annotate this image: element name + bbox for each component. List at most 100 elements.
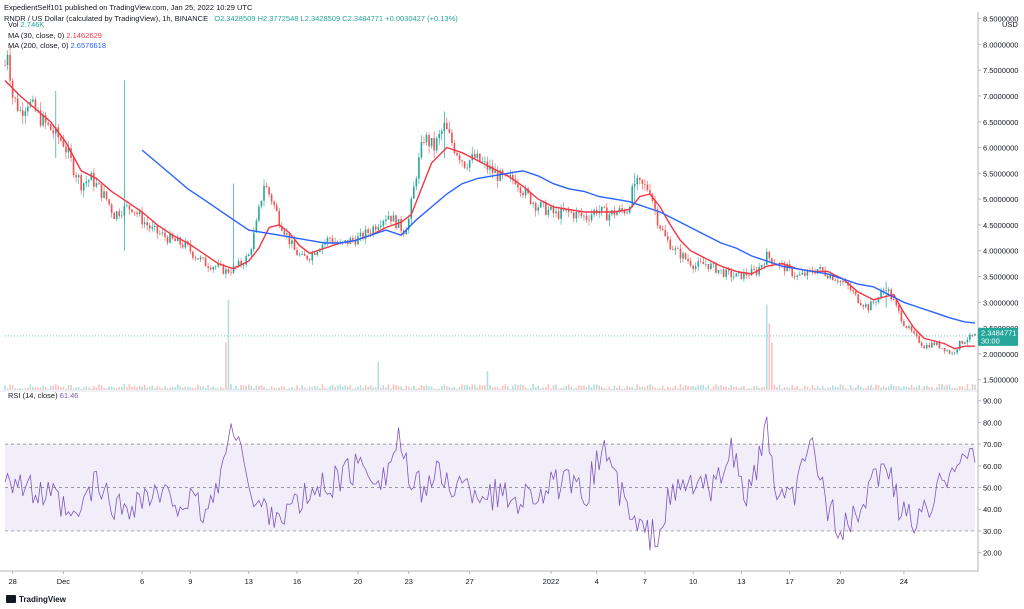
- candle-body: [161, 232, 164, 234]
- volume-bar: [862, 388, 865, 390]
- volume-bar: [755, 385, 758, 390]
- tradingview-icon: [6, 595, 16, 603]
- candle-body: [920, 342, 923, 346]
- price-tick-label: 6.0000000: [983, 144, 1018, 153]
- candle-body: [260, 200, 263, 207]
- volume-bar: [783, 387, 786, 390]
- volume-bar: [136, 387, 138, 390]
- candle-body: [915, 333, 918, 336]
- volume-bar: [313, 386, 316, 390]
- candle-body: [692, 265, 694, 269]
- volume-bar: [743, 385, 745, 390]
- candle-body: [608, 214, 611, 221]
- volume-bar: [77, 387, 80, 390]
- rsi-line: [4, 416, 976, 551]
- candle-body: [387, 215, 390, 220]
- volume-bar: [34, 387, 37, 390]
- ma200-legend[interactable]: MA (200, close, 0) 2.6576618: [8, 41, 106, 50]
- ma30-legend[interactable]: MA (30, close, 0) 2.1462629: [8, 30, 102, 40]
- candle-body: [925, 344, 928, 349]
- volume-bar: [560, 388, 562, 390]
- volume-bar: [501, 385, 504, 390]
- volume-bar: [392, 384, 395, 390]
- candle-body: [616, 212, 618, 216]
- volume-bar: [809, 388, 811, 390]
- volume-bar: [349, 385, 352, 390]
- volume-bar: [524, 387, 527, 390]
- volume-bar: [496, 386, 499, 390]
- volume-bar: [75, 387, 77, 390]
- candle-body: [839, 280, 842, 282]
- volume-bar: [430, 386, 433, 390]
- volume-bar: [931, 387, 933, 390]
- volume-bar: [687, 386, 689, 390]
- candle-body: [913, 331, 915, 334]
- volume-bar: [390, 388, 392, 390]
- volume-bar: [39, 387, 42, 390]
- candle-body: [875, 302, 877, 303]
- candle-body: [606, 207, 608, 221]
- candle-body: [479, 153, 481, 162]
- candle-body: [529, 193, 532, 204]
- volume-bar: [128, 384, 131, 390]
- candle-body: [303, 253, 306, 256]
- price-tick-label: 3.0000000: [983, 298, 1018, 307]
- volume-bar: [898, 386, 900, 390]
- ma30-value: 2.1462629: [66, 30, 102, 40]
- volume-bar: [369, 385, 372, 390]
- brand-text: TradingView: [19, 595, 66, 604]
- volume-bar: [179, 386, 182, 390]
- volume-bar: [781, 388, 783, 390]
- volume-bar: [961, 386, 964, 390]
- volume-bar: [400, 386, 402, 390]
- candle-body: [184, 241, 187, 248]
- price-tick-label: 6.5000000: [983, 118, 1018, 127]
- candle-body: [352, 237, 354, 240]
- candle-body: [844, 282, 847, 283]
- volume-bar: [108, 386, 110, 390]
- rsi-legend[interactable]: RSI (14, close) 61.46: [8, 391, 78, 400]
- candle-body: [636, 177, 639, 184]
- volume-bar: [141, 386, 143, 390]
- candle-body: [146, 222, 148, 226]
- tradingview-logo[interactable]: TradingView: [6, 595, 66, 604]
- candle-body: [67, 148, 70, 153]
- candle-body: [392, 215, 395, 222]
- volume-bar: [842, 385, 844, 390]
- candle-body: [656, 209, 659, 226]
- candle-body: [197, 258, 199, 260]
- volume-bar: [451, 387, 453, 390]
- candle-body: [880, 291, 882, 298]
- volume-bar: [682, 387, 684, 390]
- candle-body: [946, 350, 948, 352]
- candle-body: [148, 225, 151, 229]
- price-tick-label: 5.5000000: [983, 169, 1018, 178]
- volume-bar: [187, 386, 189, 390]
- x-tick-label: 28: [8, 577, 16, 586]
- volume-bar: [374, 387, 377, 390]
- volume-bar: [245, 385, 248, 390]
- x-tick-label: 9: [188, 577, 192, 586]
- candle-body: [250, 249, 253, 255]
- volume-bar: [547, 384, 550, 390]
- volume-bar: [778, 384, 781, 390]
- candle-body: [194, 257, 197, 259]
- candle-body: [948, 350, 951, 354]
- volume-bar: [618, 385, 621, 390]
- volume-bar: [656, 388, 659, 390]
- volume-bar: [974, 384, 976, 390]
- volume-bar: [95, 387, 98, 390]
- candle-body: [583, 215, 585, 217]
- candle-body: [580, 212, 583, 216]
- vol-legend[interactable]: Vol 2.746K: [8, 20, 45, 29]
- volume-bar: [87, 387, 90, 390]
- candle-body: [374, 226, 377, 230]
- volume-bar: [359, 385, 362, 390]
- volume-bar: [90, 388, 93, 390]
- volume-bar: [819, 387, 821, 390]
- candle-body: [900, 310, 903, 322]
- candle-body: [227, 269, 230, 273]
- volume-bar: [352, 388, 354, 390]
- volume-bar: [189, 387, 192, 390]
